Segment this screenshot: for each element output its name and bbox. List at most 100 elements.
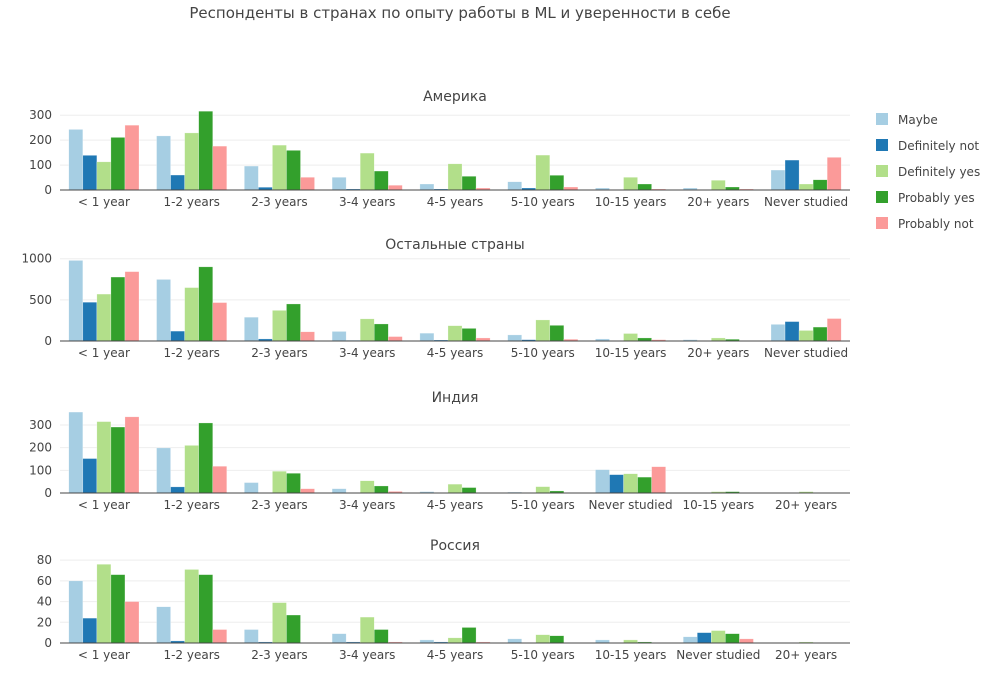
legend-item[interactable]: Probably yes: [876, 191, 975, 205]
legend-label: Probably yes: [898, 191, 975, 205]
bar-definitely-not: [784, 159, 800, 191]
bar-maybe: [156, 447, 171, 494]
bar-probably-not: [388, 185, 403, 191]
y-tick-label: 100: [29, 463, 52, 477]
bar-definitely-yes: [96, 293, 112, 342]
bar-definitely-yes: [711, 630, 726, 644]
x-tick-label: 3-4 years: [339, 195, 395, 209]
bar-maybe: [156, 135, 171, 191]
legend-label: Definitely yes: [898, 165, 980, 179]
bar-probably-not: [739, 638, 754, 644]
x-tick-label: < 1 year: [78, 648, 130, 662]
subplot-4: Россия 0 20 40 60 80 < 1 year 1-2 years 2-3 year…: [37, 538, 850, 662]
bar-probably-not: [212, 466, 228, 494]
y-tick-label: 100: [29, 158, 52, 172]
x-tick-label: 5-10 years: [511, 498, 575, 512]
bar-probably-yes: [373, 170, 389, 191]
legend-item[interactable]: Definitely yes: [876, 165, 980, 179]
bar-probably-yes: [461, 487, 477, 494]
bar-definitely-not: [82, 301, 98, 342]
x-tick-label: 4-5 years: [427, 498, 483, 512]
x-tick-label: 20+ years: [775, 648, 837, 662]
x-tick-label: < 1 year: [78, 346, 130, 360]
bar-maybe: [331, 177, 347, 191]
bar-probably-not: [124, 601, 140, 644]
legend-item[interactable]: Definitely not: [876, 139, 979, 153]
bar-definitely-yes: [623, 473, 638, 494]
y-tick-label: 200: [29, 441, 52, 455]
x-tick-label: 1-2 years: [163, 498, 219, 512]
bar-definitely-yes: [623, 177, 638, 191]
bar-maybe: [595, 469, 610, 494]
chart-title: Респонденты в странах по опыту работы в …: [189, 4, 730, 22]
y-tick-label: 0: [44, 486, 52, 500]
bar-probably-yes: [110, 137, 126, 191]
bar-probably-yes: [637, 476, 652, 494]
x-tick-label: 20+ years: [775, 498, 837, 512]
x-tick-label: 2-3 years: [251, 498, 307, 512]
y-tick-label: 200: [29, 133, 52, 147]
x-tick-label: 2-3 years: [251, 648, 307, 662]
bar-maybe: [331, 331, 347, 342]
bar-probably-not: [388, 336, 403, 342]
bar-probably-yes: [286, 614, 301, 644]
y-tick-label: 0: [44, 334, 52, 348]
x-tick-label: Never studied: [764, 346, 848, 360]
bar-maybe: [244, 482, 259, 494]
y-tick-label: 1000: [21, 252, 52, 266]
legend-label: Definitely not: [898, 139, 979, 153]
bar-definitely-yes: [96, 161, 112, 191]
bar-probably-yes: [461, 176, 477, 191]
bar-probably-yes: [286, 303, 301, 342]
bar-maybe: [244, 316, 259, 342]
x-tick-label: 20+ years: [687, 346, 749, 360]
y-tick-label: 20: [37, 615, 52, 629]
legend-item[interactable]: Maybe: [876, 113, 938, 127]
legend-item[interactable]: Probably not: [876, 217, 974, 231]
bar-definitely-yes: [535, 154, 551, 191]
bar-definitely-yes: [272, 602, 287, 644]
bar-maybe: [68, 260, 84, 342]
bar-probably-not: [826, 157, 842, 191]
bar-definitely-yes: [184, 569, 199, 644]
bar-probably-yes: [286, 473, 301, 494]
subplot-title: Россия: [430, 538, 480, 554]
legend-label: Probably not: [898, 217, 974, 231]
y-tick-label: 40: [37, 595, 52, 609]
bar-definitely-yes: [711, 180, 726, 191]
bar-probably-not: [300, 331, 315, 342]
x-tick-label: 4-5 years: [427, 195, 483, 209]
bar-definitely-yes: [623, 333, 638, 342]
x-tick-label: Never studied: [764, 195, 848, 209]
subplot-2: Остальные страны 0 500 1000 < 1 year 1-2 year…: [21, 237, 850, 360]
y-tick-label: 0: [44, 636, 52, 650]
bar-definitely-yes: [535, 634, 551, 644]
bar-definitely-yes: [359, 480, 375, 494]
bar-definitely-yes: [359, 152, 375, 191]
bar-probably-yes: [461, 328, 477, 342]
bar-definitely-not: [609, 474, 624, 494]
x-tick-label: 10-15 years: [682, 498, 754, 512]
bar-probably-yes: [110, 574, 126, 644]
bar-maybe: [682, 636, 698, 644]
bar-maybe: [68, 580, 84, 644]
subplot-1: Америка 0 100 200 300 < 1 year 1-2 years 2-3 ye…: [29, 89, 850, 209]
bar-definitely-yes: [184, 287, 199, 342]
bar-probably-yes: [110, 276, 126, 342]
bar-definitely-not: [82, 617, 98, 644]
subplot-title: Америка: [423, 89, 487, 105]
bar-probably-yes: [461, 627, 477, 644]
bar-probably-yes: [110, 426, 126, 494]
bar-definitely-not: [697, 632, 712, 644]
x-tick-label: Never studied: [589, 498, 673, 512]
bar-maybe: [770, 324, 786, 342]
x-tick-label: 2-3 years: [251, 346, 307, 360]
bar-probably-yes: [198, 422, 213, 494]
bar-probably-not: [212, 629, 228, 644]
bar-definitely-yes: [272, 310, 287, 342]
bar-definitely-yes: [447, 325, 463, 342]
bar-probably-yes: [373, 485, 389, 494]
bar-probably-not: [124, 124, 140, 191]
subplot-title: Индия: [432, 390, 479, 406]
